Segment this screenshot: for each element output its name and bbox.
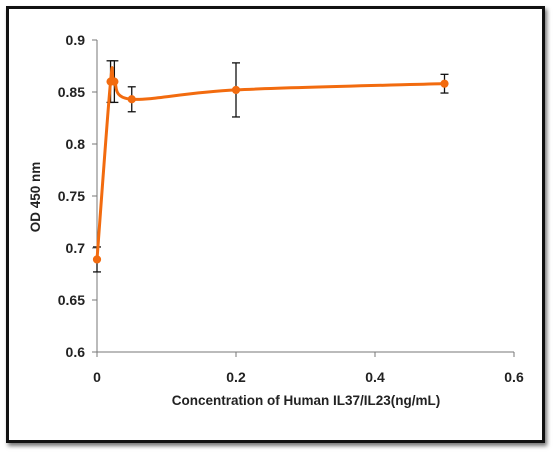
x-tick-label: 0.4 [365, 369, 385, 385]
x-axis-title: Concentration of Human IL37/IL23(ng/mL) [172, 393, 441, 408]
y-tick-label: 0.8 [66, 136, 86, 152]
data-points [92, 77, 449, 264]
y-tick-label: 0.65 [58, 292, 85, 308]
x-tick-label: 0 [93, 369, 101, 385]
data-point [231, 85, 241, 95]
data-point [440, 79, 449, 88]
y-axis: 0.6 0.65 0.7 0.75 0.8 0.85 0.9 [58, 32, 98, 360]
chart-frame [6, 6, 545, 443]
x-tick-label: 0.2 [226, 369, 246, 385]
x-tick-label: 0.6 [504, 369, 524, 385]
y-tick-label: 0.9 [66, 32, 86, 48]
series-line [95, 66, 445, 260]
y-tick-label: 0.6 [66, 344, 86, 360]
data-point [127, 95, 136, 104]
y-tick-label: 0.85 [58, 84, 85, 100]
y-tick-label: 0.7 [66, 240, 86, 256]
data-point [110, 77, 119, 86]
data-point [92, 255, 102, 264]
error-bars [93, 60, 449, 273]
y-axis-title: OD 450 nm [28, 162, 43, 233]
y-tick-label: 0.75 [58, 188, 85, 204]
x-axis: 0 0.2 0.4 0.6 [93, 351, 524, 385]
